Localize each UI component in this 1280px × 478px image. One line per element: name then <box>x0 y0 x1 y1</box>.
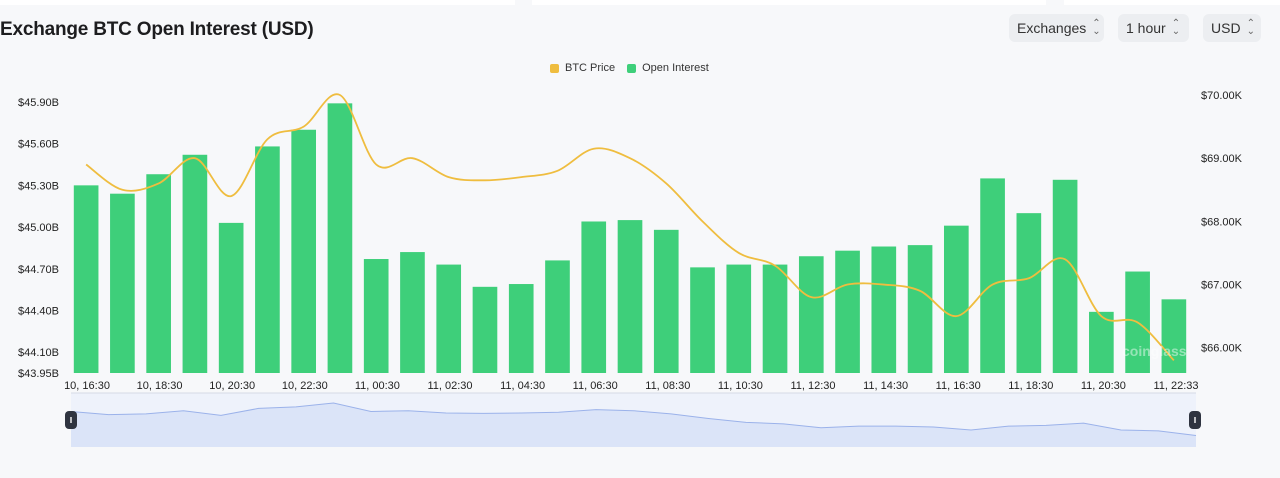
oi-bar <box>653 229 679 373</box>
oi-bar <box>327 103 353 373</box>
exchanges-select-label: Exchanges <box>1017 20 1087 36</box>
oi-bar <box>762 264 788 373</box>
up-down-chevron-icon: ⌃ ⌄ <box>1246 18 1255 37</box>
x-axis-tick-label: 11, 22:33 <box>1153 380 1198 392</box>
oi-bar <box>218 222 244 373</box>
x-axis-tick-label: 11, 14:30 <box>863 380 908 392</box>
coinglass-watermark: coinglass <box>1122 343 1187 359</box>
oi-bar <box>690 267 715 373</box>
oi-bar <box>726 264 752 373</box>
oi-bar <box>182 154 208 373</box>
navigator-right-handle-icon[interactable]: ‖ <box>1189 411 1201 429</box>
left-axis-tick-label: $45.90B <box>18 97 59 109</box>
oi-bar <box>472 286 498 373</box>
oi-bar <box>907 245 933 373</box>
x-axis-tick-label: 11, 20:30 <box>1081 380 1126 392</box>
left-axis-tick-label: $44.40B <box>18 305 59 317</box>
legend-item-price[interactable]: BTC Price <box>550 62 615 74</box>
currency-select[interactable]: USD ⌃ ⌄ <box>1203 14 1261 42</box>
x-axis-tick-label: 11, 06:30 <box>573 380 618 392</box>
x-axis-tick-label: 11, 08:30 <box>645 380 690 392</box>
up-down-chevron-icon: ⌃ ⌄ <box>1092 18 1101 37</box>
navigator-area <box>71 403 1196 447</box>
oi-bar <box>545 260 570 373</box>
x-axis-tick-label: 11, 18:30 <box>1008 380 1053 392</box>
right-axis-tick-label: $68.00K <box>1201 216 1243 228</box>
oi-bar <box>617 220 643 373</box>
x-axis-tick-label: 11, 12:30 <box>790 380 835 392</box>
legend-swatch-oi <box>627 63 637 73</box>
oi-bar <box>363 259 389 373</box>
left-axis-tick-label: $45.30B <box>18 180 59 192</box>
oi-bar <box>508 284 534 373</box>
left-axis-tick-label: $44.70B <box>18 264 59 276</box>
legend-label-oi: Open Interest <box>642 62 709 74</box>
right-axis-tick-label: $66.00K <box>1201 343 1243 355</box>
oi-bar <box>436 264 462 373</box>
x-axis-tick-label: 10, 22:30 <box>282 380 328 392</box>
navigator-line <box>70 402 1197 436</box>
currency-select-label: USD <box>1211 20 1241 36</box>
x-axis-tick-label: 11, 02:30 <box>427 380 472 392</box>
right-axis-tick-label: $67.00K <box>1201 280 1243 292</box>
chart-title: Exchange BTC Open Interest (USD) <box>0 19 314 40</box>
x-axis-tick-label: 11, 04:30 <box>500 380 545 392</box>
left-axis-tick-label: $45.00B <box>18 222 59 234</box>
left-axis-tick-label: $43.95B <box>18 368 59 380</box>
left-axis-tick-label: $45.60B <box>18 139 59 151</box>
left-axis-tick-label: $44.10B <box>18 347 59 359</box>
oi-bar <box>73 185 99 373</box>
x-axis-tick-label: 11, 00:30 <box>355 380 400 392</box>
oi-bar <box>798 256 824 373</box>
navigator-left-handle-icon[interactable]: ‖ <box>65 411 77 429</box>
right-axis-tick-label: $70.00K <box>1201 90 1243 102</box>
oi-bar <box>1052 179 1078 373</box>
right-axis-tick-label: $69.00K <box>1201 153 1243 165</box>
x-axis-tick-label: 10, 20:30 <box>209 380 255 392</box>
chart-legend: BTC Price Open Interest <box>550 62 721 74</box>
legend-item-oi[interactable]: Open Interest <box>627 62 709 74</box>
oi-bar <box>871 246 897 373</box>
oi-bar <box>146 174 171 373</box>
oi-bar <box>400 252 425 373</box>
oi-bar <box>255 146 280 373</box>
x-axis-tick-label: 11, 10:30 <box>718 380 763 392</box>
x-axis-tick-label: 10, 18:30 <box>137 380 183 392</box>
interval-select-label: 1 hour <box>1126 20 1166 36</box>
btc-price-line <box>85 93 1175 361</box>
legend-swatch-price <box>550 63 559 73</box>
oi-bar <box>1089 311 1114 373</box>
oi-bar <box>291 129 317 373</box>
x-axis-tick-label: 10, 16:30 <box>64 380 110 392</box>
x-axis-tick-label: 11, 16:30 <box>936 380 981 392</box>
oi-bar <box>835 250 860 373</box>
exchanges-select[interactable]: Exchanges ⌃ ⌄ <box>1009 14 1104 42</box>
oi-bar <box>943 225 969 373</box>
oi-bar <box>110 193 135 373</box>
oi-bar <box>1161 299 1187 373</box>
oi-bar <box>980 178 1005 373</box>
up-down-chevron-icon: ⌃ ⌄ <box>1171 18 1181 37</box>
interval-select[interactable]: 1 hour ⌃ ⌄ <box>1118 14 1189 42</box>
legend-label-price: BTC Price <box>565 62 616 74</box>
oi-bar <box>581 221 607 373</box>
oi-bar <box>1016 213 1042 373</box>
